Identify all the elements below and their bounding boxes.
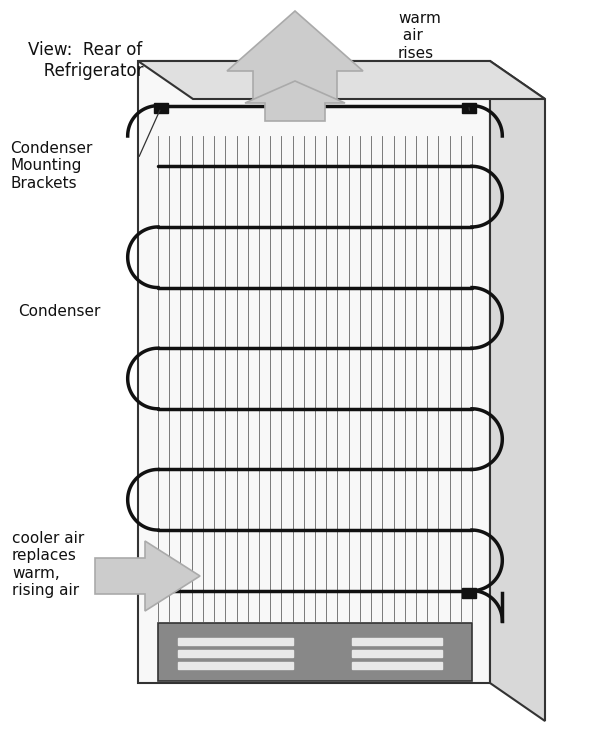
Bar — [178, 662, 293, 669]
Text: Condenser
Mounting
Brackets: Condenser Mounting Brackets — [10, 141, 92, 191]
Polygon shape — [138, 61, 545, 99]
Bar — [352, 662, 442, 669]
Text: View:  Rear of
   Refrigerator: View: Rear of Refrigerator — [28, 41, 143, 80]
Polygon shape — [138, 61, 490, 683]
Bar — [178, 638, 293, 645]
Polygon shape — [227, 11, 363, 99]
Bar — [154, 103, 168, 113]
Polygon shape — [490, 61, 545, 721]
Bar — [352, 650, 442, 657]
Bar — [158, 623, 472, 681]
Text: warm
 air
rises: warm air rises — [398, 11, 441, 61]
Bar — [178, 650, 293, 657]
Text: Condenser: Condenser — [18, 303, 100, 318]
Text: cooler air
replaces
warm,
rising air: cooler air replaces warm, rising air — [12, 531, 84, 599]
Polygon shape — [95, 541, 200, 611]
Bar — [352, 638, 442, 645]
Bar — [462, 103, 476, 113]
Polygon shape — [245, 81, 345, 121]
Bar — [462, 588, 476, 598]
